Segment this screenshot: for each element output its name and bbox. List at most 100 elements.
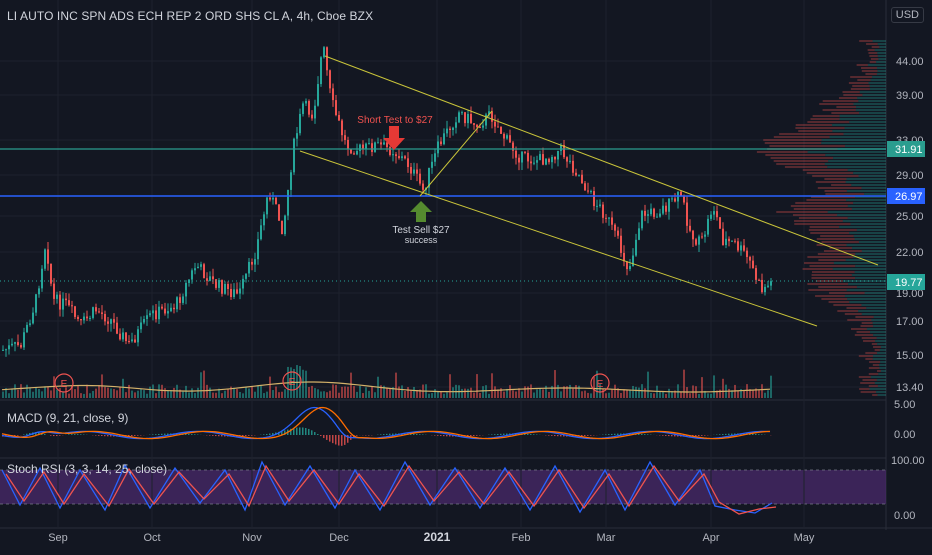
volume-bar: [632, 386, 634, 398]
macd-histogram-bar: [383, 434, 385, 435]
price-label-26-97[interactable]: 26.97: [887, 188, 925, 204]
candle-body: [71, 305, 73, 306]
volume-profile-buy: [871, 79, 886, 81]
time-tick: Dec: [329, 532, 349, 544]
volume-bar: [575, 385, 577, 398]
candle-body: [749, 257, 751, 261]
macd-histogram-bar: [101, 435, 103, 436]
price-label-last[interactable]: 19.77: [887, 274, 925, 290]
volume-profile-buy: [850, 223, 886, 225]
volume-bar: [446, 392, 448, 398]
volume-bar: [659, 391, 661, 398]
candle-body: [47, 249, 49, 263]
candle-body: [725, 239, 727, 245]
volume-bar: [587, 393, 589, 398]
volume-profile-buy: [845, 295, 886, 297]
price-tick: 25.00: [896, 211, 924, 223]
candle-body: [656, 217, 658, 218]
macd-histogram-bar: [434, 435, 436, 436]
macd-histogram-bar: [68, 434, 70, 435]
macd-label[interactable]: MACD (9, 21, close, 9): [7, 411, 128, 425]
volume-bar: [368, 391, 370, 398]
volume-bar: [479, 393, 481, 398]
volume-bar: [626, 390, 628, 398]
volume-bar: [764, 393, 766, 398]
success-label[interactable]: success: [405, 235, 438, 245]
macd-histogram-bar: [17, 435, 19, 436]
volume-bar: [302, 370, 304, 398]
macd-histogram-bar: [584, 435, 586, 436]
candle-body: [317, 84, 319, 106]
volume-profile-buy: [847, 190, 886, 192]
candle-body: [476, 125, 478, 127]
stoch-rsi-label[interactable]: Stoch RSI (3, 3, 14, 25, close): [7, 462, 167, 476]
volume-profile-buy: [875, 382, 886, 384]
candle-body: [575, 173, 577, 176]
candle-body: [695, 239, 697, 244]
volume-profile-sell: [809, 229, 857, 231]
candle-body: [113, 319, 115, 322]
volume-bar: [650, 393, 652, 398]
volume-bar: [182, 392, 184, 398]
test-sell-arrow-icon[interactable]: [410, 201, 432, 222]
candle-body: [245, 273, 247, 278]
volume-bar: [260, 386, 262, 398]
currency-button[interactable]: USD: [891, 7, 924, 23]
volume-profile-sell: [868, 49, 875, 51]
volume-bar: [488, 394, 490, 398]
candle-body: [572, 161, 574, 173]
macd-histogram-bar: [164, 434, 166, 435]
volume-profile-buy: [871, 319, 886, 321]
volume-bar: [665, 394, 667, 398]
candle-body: [401, 156, 403, 158]
candle-body: [26, 325, 28, 332]
candle-body: [44, 249, 46, 268]
volume-profile-sell: [817, 238, 855, 240]
volume-bar: [482, 386, 484, 398]
candle-body: [539, 154, 541, 160]
macd-histogram-bar: [617, 434, 619, 435]
candle-body: [128, 341, 130, 342]
volume-bar: [404, 391, 406, 398]
volume-bar: [413, 387, 415, 398]
volume-bar: [158, 384, 160, 398]
volume-profile-buy: [857, 97, 886, 99]
channel-lower-line[interactable]: [300, 151, 817, 326]
volume-profile-sell: [851, 328, 867, 330]
macd-histogram-bar: [554, 435, 556, 436]
candle-body: [395, 154, 397, 156]
macd-histogram-bar: [500, 434, 502, 435]
volume-bar: [347, 387, 349, 398]
time-axis[interactable]: Sep Oct Nov Dec 2021 Feb Mar Apr May: [48, 530, 815, 544]
volume-profile-sell: [793, 214, 837, 216]
volume-bar: [440, 392, 442, 398]
volume-bar: [263, 393, 265, 398]
volume-profile-sell: [825, 190, 847, 192]
volume-profile-sell: [769, 145, 845, 147]
macd-histogram-bar: [137, 435, 139, 436]
price-axis[interactable]: 44.00 39.00 33.00 29.00 25.00 22.00 19.0…: [896, 56, 924, 394]
candle-body: [239, 289, 241, 294]
volume-profile-buy: [858, 310, 886, 312]
price-label-31-91[interactable]: 31.91: [887, 141, 925, 157]
candle-body: [356, 151, 358, 154]
volume-profile-sell: [807, 283, 848, 285]
candle-body: [716, 211, 718, 217]
volume-profile-sell: [810, 118, 839, 120]
volume-profile-sell: [796, 124, 832, 126]
volume-profile-buy: [872, 76, 886, 78]
macd-histogram-bar: [26, 434, 28, 435]
volume-profile-sell: [862, 379, 876, 381]
volume-bar: [590, 393, 592, 398]
macd-histogram-bar: [719, 434, 721, 435]
candle-body: [338, 115, 340, 120]
candle-body: [593, 191, 595, 206]
short-test-label[interactable]: Short Test to $27: [357, 115, 433, 126]
candle-body: [536, 160, 538, 163]
candle-body: [380, 142, 382, 144]
volume-profile-buy: [859, 112, 886, 114]
volume-profile-sell: [803, 268, 833, 270]
volume-profile-buy: [858, 100, 886, 102]
volume-bar: [116, 390, 118, 398]
time-tick: Nov: [242, 532, 262, 544]
